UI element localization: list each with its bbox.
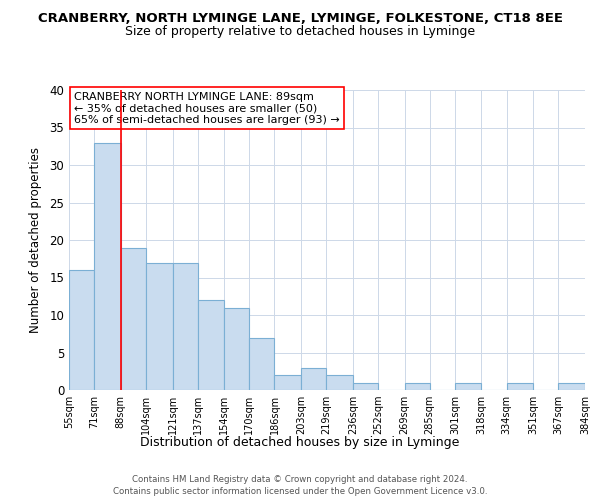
Bar (94, 142, 121, 390)
Text: Size of property relative to detached houses in Lyminge: Size of property relative to detached ho… (125, 25, 475, 38)
Bar (326, 375, 353, 390)
Bar (173, 262, 197, 390)
Bar (506, 382, 533, 390)
Bar (146, 262, 173, 390)
Text: CRANBERRY, NORTH LYMINGE LANE, LYMINGE, FOLKESTONE, CT18 8EE: CRANBERRY, NORTH LYMINGE LANE, LYMINGE, … (37, 12, 563, 26)
Bar (559, 382, 585, 390)
Text: Contains HM Land Registry data © Crown copyright and database right 2024.: Contains HM Land Registry data © Crown c… (132, 476, 468, 484)
Bar (197, 300, 224, 390)
Bar (250, 338, 274, 390)
Text: Contains public sector information licensed under the Open Government Licence v3: Contains public sector information licen… (113, 486, 487, 496)
Text: Distribution of detached houses by size in Lyminge: Distribution of detached houses by size … (140, 436, 460, 449)
Bar (455, 382, 481, 390)
Text: CRANBERRY NORTH LYMINGE LANE: 89sqm
← 35% of detached houses are smaller (50)
65: CRANBERRY NORTH LYMINGE LANE: 89sqm ← 35… (74, 92, 340, 124)
Bar (224, 308, 250, 390)
Bar (274, 375, 301, 390)
Bar (353, 382, 378, 390)
Bar (404, 382, 430, 390)
Bar (301, 368, 326, 390)
Bar (121, 248, 146, 390)
Y-axis label: Number of detached properties: Number of detached properties (29, 147, 43, 333)
Bar (69, 270, 94, 390)
